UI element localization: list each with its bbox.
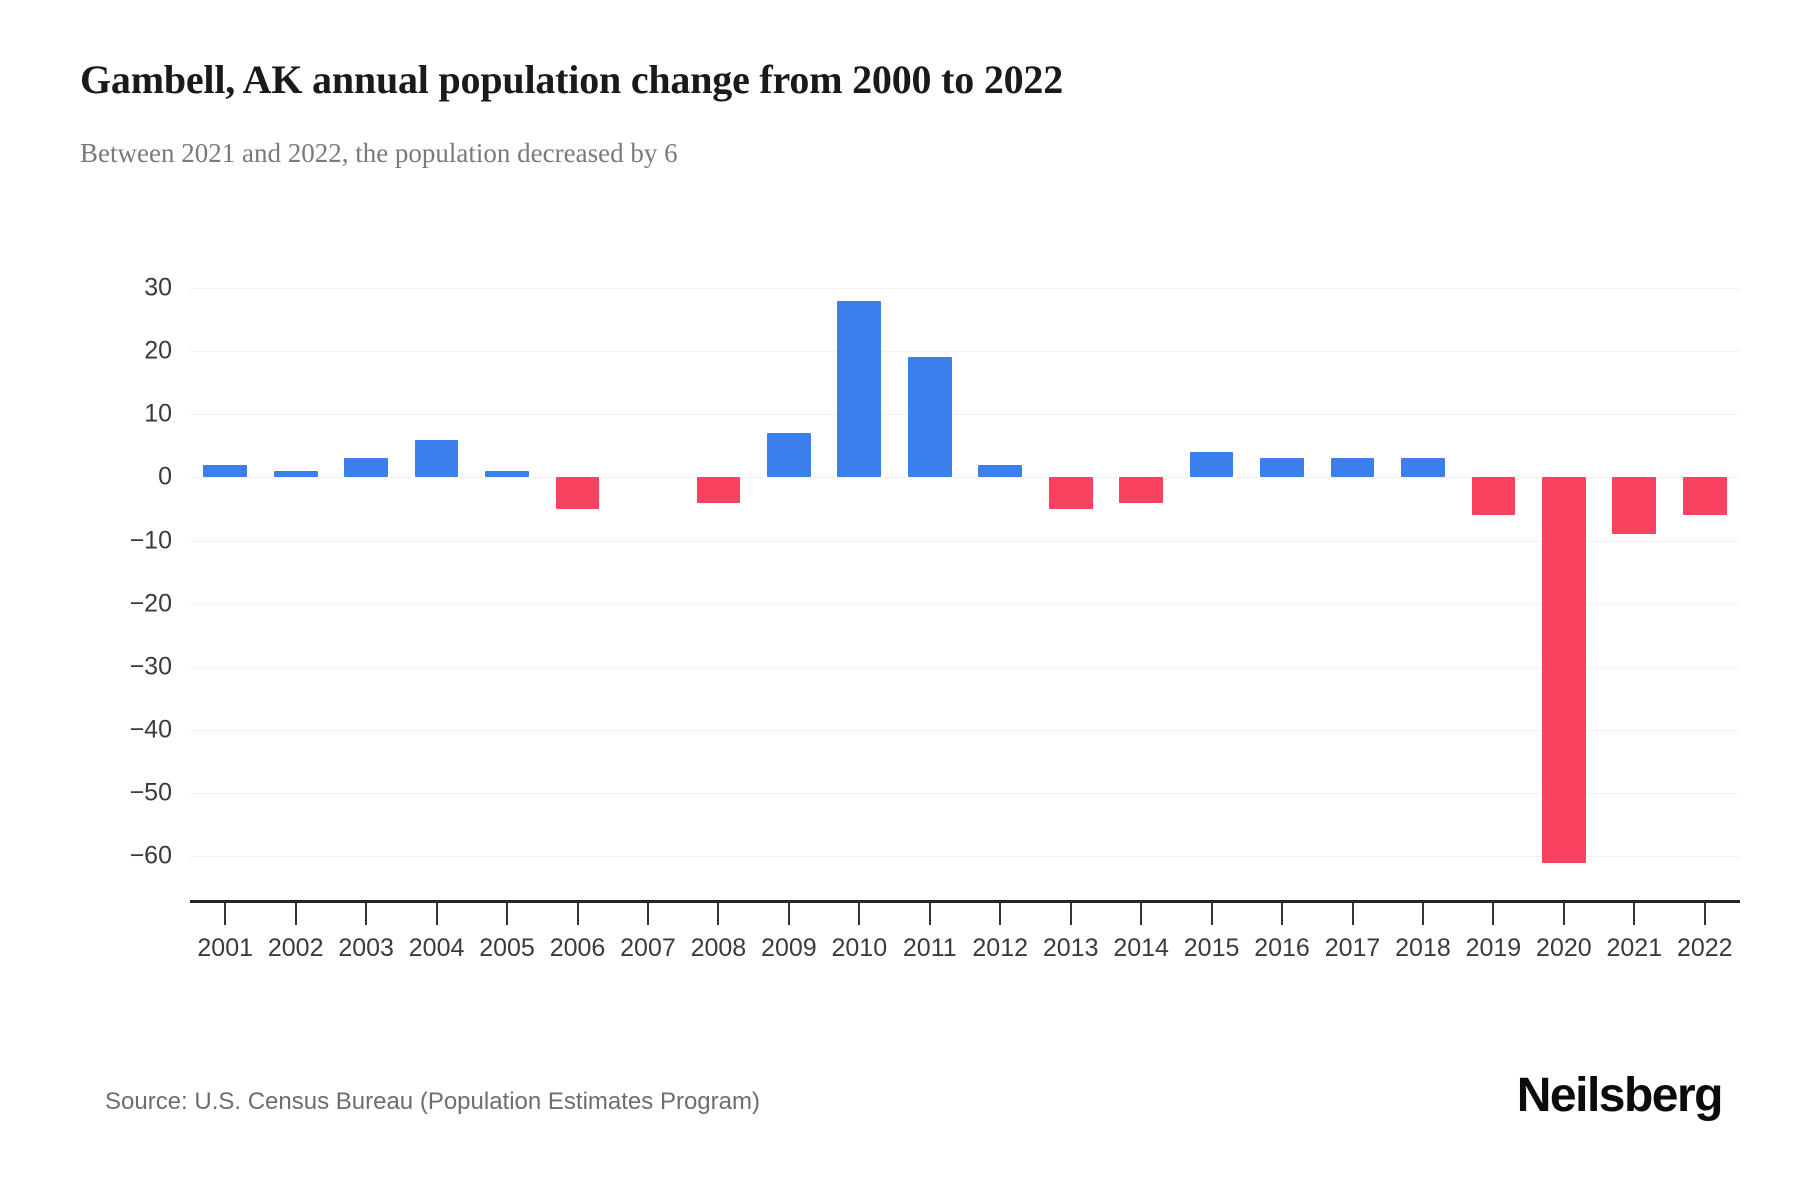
x-axis-tick: [646, 903, 649, 925]
x-axis-tick: [1281, 903, 1284, 925]
x-axis-tick-label: 2013: [1042, 934, 1099, 962]
x-axis-tick: [999, 903, 1002, 925]
x-axis-tick-label: 2018: [1395, 934, 1451, 962]
x-axis-tick-label: 2020: [1536, 934, 1592, 962]
y-axis-tick-label: 20: [144, 336, 172, 365]
bar-2001[interactable]: [203, 464, 248, 478]
y-axis-tick-label: −10: [129, 526, 172, 555]
bar-2012[interactable]: [978, 464, 1023, 478]
gridlines: [190, 288, 1740, 891]
x-axis-tick: [435, 903, 438, 925]
y-axis-tick-label: 10: [144, 399, 172, 428]
x-axis-tick-label: 2021: [1606, 934, 1663, 962]
page-title: Gambell, AK annual population change fro…: [80, 57, 1064, 102]
x-axis-tick: [717, 903, 720, 925]
x-axis-tick: [1703, 903, 1706, 925]
x-axis-tick: [1421, 903, 1424, 925]
gridline: [190, 666, 1740, 668]
x-axis-tick: [1562, 903, 1565, 925]
gridline: [190, 603, 1740, 605]
x-axis-tick-label: 2005: [479, 934, 535, 962]
source-note: Source: U.S. Census Bureau (Population E…: [105, 1088, 760, 1115]
bar-2015[interactable]: [1189, 452, 1234, 478]
y-axis-tick-label: 30: [144, 273, 172, 302]
x-axis-tick: [224, 903, 227, 925]
x-axis-tick-label: 2019: [1465, 934, 1522, 962]
bar-2021[interactable]: [1612, 477, 1657, 535]
bar-2013[interactable]: [1048, 477, 1093, 509]
bar-2010[interactable]: [837, 300, 882, 478]
y-axis-tick-label: −40: [129, 715, 172, 744]
x-axis-tick: [506, 903, 509, 925]
bar-2004[interactable]: [414, 439, 459, 478]
x-axis-tick-label: 2001: [197, 934, 254, 962]
x-axis-tick-label: 2003: [338, 934, 394, 962]
x-axis-tick: [1210, 903, 1213, 925]
x-axis-tick-label: 2012: [972, 934, 1029, 962]
bar-2020[interactable]: [1542, 477, 1586, 863]
gridline: [190, 288, 1740, 289]
bar-series: [190, 288, 1740, 891]
x-axis-tick: [1069, 903, 1072, 925]
y-axis-tick-label: −30: [129, 652, 172, 681]
gridline: [190, 351, 1740, 353]
bar-2006[interactable]: [555, 477, 600, 509]
x-axis-tick-label: 2011: [902, 934, 957, 962]
x-axis-tick-label: 2010: [831, 934, 888, 962]
y-axis-labels: 30 20 10 0 −10 −20 −30 −40 −50 −60: [100, 274, 172, 891]
bar-2018[interactable]: [1401, 458, 1445, 478]
y-axis-tick-label: 0: [158, 462, 172, 491]
x-axis-line: [190, 900, 1740, 903]
x-axis-tick-label: 2015: [1183, 934, 1240, 962]
bar-2008[interactable]: [696, 477, 741, 503]
x-axis-tick-label: 2014: [1113, 934, 1169, 962]
bar-2014[interactable]: [1119, 477, 1163, 503]
chart-subtitle: Between 2021 and 2022, the population de…: [80, 138, 678, 168]
x-axis-ticks: [190, 903, 1740, 925]
y-axis-tick-label: −60: [129, 841, 172, 870]
x-axis-tick: [1633, 903, 1636, 925]
bar-2009[interactable]: [767, 433, 811, 478]
x-axis-labels: 2001 2002 2003 2004 2005 2006 2007 2008 2009 2010…: [190, 934, 1740, 974]
x-axis-tick-label: 2006: [549, 934, 606, 962]
gridline: [190, 856, 1740, 858]
x-axis-tick: [787, 903, 790, 925]
bar-2003[interactable]: [344, 458, 388, 478]
gridline: [190, 729, 1740, 731]
bar-2022[interactable]: [1682, 477, 1727, 516]
bar-2011[interactable]: [907, 357, 952, 478]
x-axis-tick-label: 2008: [690, 934, 747, 962]
x-axis-tick: [858, 903, 861, 925]
gridline: [190, 414, 1740, 416]
x-axis-tick: [576, 903, 579, 925]
x-axis-tick-label: 2016: [1254, 934, 1310, 962]
x-axis-tick: [1140, 903, 1143, 925]
bar-2016[interactable]: [1260, 458, 1304, 478]
x-axis-tick-label: 2017: [1324, 934, 1381, 962]
x-axis-tick: [1351, 903, 1354, 925]
x-axis-tick-label: 2002: [267, 934, 324, 962]
x-axis-tick-label: 2022: [1676, 934, 1733, 962]
y-axis-tick-label: −20: [129, 589, 172, 618]
x-axis-tick-label: 2004: [408, 934, 465, 962]
gridline: [190, 793, 1740, 795]
bar-2017[interactable]: [1330, 458, 1375, 478]
brand-logo: Neilsberg: [1516, 1069, 1724, 1122]
bar-2019[interactable]: [1471, 477, 1516, 516]
x-axis-tick: [365, 903, 368, 925]
x-axis-tick: [294, 903, 297, 925]
x-axis-tick: [928, 903, 931, 925]
bar-2005[interactable]: [485, 471, 529, 478]
bar-2002[interactable]: [273, 471, 318, 478]
gridline: [190, 477, 1740, 479]
x-axis-tick: [1492, 903, 1495, 925]
y-axis-tick-label: −50: [129, 778, 172, 807]
x-axis-tick-label: 2009: [761, 934, 817, 962]
x-axis-tick-label: 2007: [620, 934, 676, 962]
gridline: [190, 540, 1740, 542]
